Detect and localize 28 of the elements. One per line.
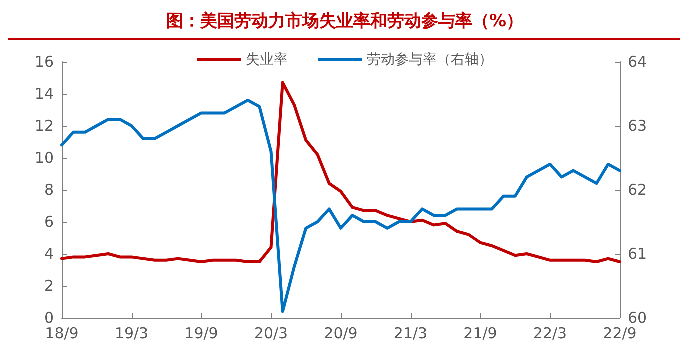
- y-tick-label: 6: [44, 213, 54, 231]
- x-tick-label: 22/3: [533, 324, 568, 342]
- x-tick-label: 22/9: [603, 324, 637, 342]
- y-tick-label: 14: [34, 85, 54, 103]
- y-tick-label: 2: [44, 277, 54, 295]
- y-tick-label: 4: [44, 245, 54, 263]
- y-tick-label: 8: [44, 181, 54, 199]
- y2-tick-label: 61: [628, 245, 648, 263]
- x-tick-label: 21/9: [464, 324, 498, 342]
- x-tick-label: 19/9: [184, 324, 218, 342]
- y-tick-label: 12: [34, 117, 54, 135]
- y2-tick-label: 62: [628, 181, 648, 199]
- legend-label: 失业率: [246, 52, 288, 68]
- y-tick-label: 10: [34, 149, 54, 167]
- x-tick-label: 19/3: [114, 324, 149, 342]
- chart-title: 图：美国劳动力市场失业率和劳动参与率（%）: [166, 12, 524, 32]
- y-tick-label: 0: [44, 309, 54, 327]
- x-tick-label: 18/9: [45, 324, 79, 342]
- y-tick-label: 16: [34, 53, 54, 71]
- x-tick-label: 20/3: [254, 324, 288, 342]
- y2-tick-label: 64: [628, 53, 648, 71]
- x-tick-label: 21/3: [394, 324, 428, 342]
- line-series: [60, 98, 622, 314]
- y2-tick-label: 63: [628, 117, 648, 135]
- x-tick-label: 20/9: [324, 324, 358, 342]
- y2-tick-label: 60: [628, 309, 648, 327]
- line-series: [60, 81, 622, 264]
- legend-label: 劳动参与率（右轴）: [367, 52, 493, 68]
